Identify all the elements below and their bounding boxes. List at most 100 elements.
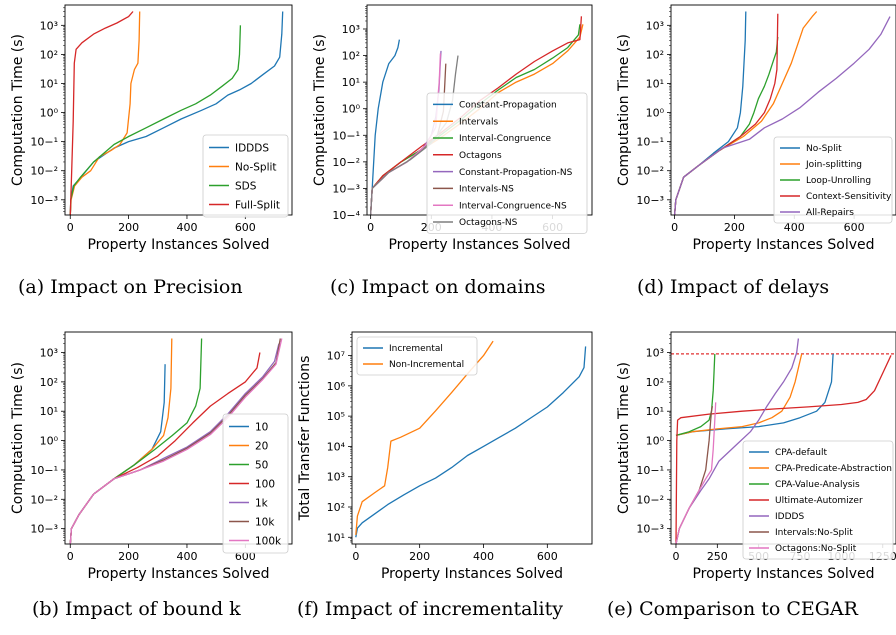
y-tick-label: 10−¹ bbox=[30, 136, 58, 149]
y-tick-label: 10³ bbox=[40, 19, 58, 32]
legend-entry: All-Repairs bbox=[806, 208, 854, 218]
y-tick-label: 10² bbox=[40, 48, 58, 61]
legend-entry: Interval-Congruence bbox=[459, 134, 552, 144]
x-axis-label: Property Instances Solved bbox=[692, 237, 874, 253]
y-tick-label: 10−² bbox=[30, 165, 58, 178]
legend-entry: Octagons:No-Split bbox=[775, 544, 857, 554]
plot-area bbox=[69, 11, 284, 215]
x-tick-label: 0 bbox=[67, 550, 74, 563]
y-tick-label: 10³ bbox=[646, 347, 664, 360]
caption-c: (c) Impact on domains bbox=[330, 276, 546, 298]
x-axis-label: Property Instances Solved bbox=[87, 566, 269, 582]
series-line-cpa-value-analysis bbox=[675, 353, 716, 437]
x-tick-label: 200 bbox=[409, 550, 430, 563]
y-tick-label: 10¹ bbox=[40, 405, 58, 418]
legend-entry: 100 bbox=[255, 478, 275, 490]
series-line-no-split bbox=[673, 11, 747, 215]
y-tick-label: 10−² bbox=[636, 165, 664, 178]
y-axis-label: Total Transfer Functions bbox=[297, 356, 313, 522]
legend-entry: 10k bbox=[255, 516, 275, 528]
plot-frame bbox=[64, 4, 293, 216]
y-tick-label: 10−² bbox=[636, 493, 664, 506]
plot-frame bbox=[351, 331, 593, 545]
legend-entry: CPA-Value-Analysis bbox=[775, 480, 860, 490]
legend-entry: CPA-Predicate-Abstraction bbox=[775, 464, 892, 474]
legend-entry: 10 bbox=[255, 421, 268, 433]
legend-entry: 100k bbox=[255, 535, 282, 547]
legend-box bbox=[202, 134, 289, 218]
y-tick-label: 10⁰ bbox=[342, 103, 361, 116]
series-line-no-split bbox=[69, 11, 141, 215]
x-tick-label: 400 bbox=[784, 221, 805, 234]
plot-area bbox=[673, 11, 891, 215]
plot-area bbox=[355, 340, 587, 538]
series-line-100k bbox=[69, 338, 283, 544]
x-tick-label: 0 bbox=[367, 221, 374, 234]
chart-panel-c: 10−⁴10−³10−²10−¹10⁰10¹10²10³0200400600Pr… bbox=[312, 4, 593, 253]
y-tick-label: 10¹ bbox=[342, 76, 360, 89]
legend-entry: IDDDS bbox=[235, 142, 269, 154]
y-tick-label: 10⁰ bbox=[646, 107, 665, 120]
y-tick-label: 10¹ bbox=[646, 405, 664, 418]
x-tick-label: 200 bbox=[724, 221, 745, 234]
y-tick-label: 10−¹ bbox=[636, 136, 664, 149]
legend: No-Split Join-splitting Loop-Unrolling Cont… bbox=[773, 136, 893, 224]
caption-b: (b) Impact of bound k bbox=[32, 598, 241, 620]
legend-entry: Loop-Unrolling bbox=[806, 176, 871, 186]
legend-entry: Context-Sensitivity bbox=[806, 192, 892, 202]
series-line-loop-unrolling bbox=[673, 36, 779, 215]
y-tick-label: 10³ bbox=[327, 471, 345, 484]
plot-area bbox=[69, 338, 283, 544]
y-tick-label: 10⁰ bbox=[40, 435, 59, 448]
y-tick-label: 10⁷ bbox=[327, 350, 345, 363]
legend: IDDDS No-Split SDS Full-Split bbox=[202, 134, 289, 218]
x-tick-label: 400 bbox=[473, 550, 494, 563]
y-tick-label: 10² bbox=[327, 501, 345, 514]
legend-entry: Non-Incremental bbox=[389, 360, 464, 370]
series-line-sds bbox=[69, 25, 242, 215]
y-tick-label: 10−³ bbox=[636, 194, 664, 207]
y-tick-label: 10−¹ bbox=[636, 464, 664, 477]
series-line-non-incremental bbox=[355, 340, 494, 535]
legend-entry: Incremental bbox=[389, 344, 443, 354]
y-tick-label: 10−³ bbox=[30, 523, 58, 536]
legend-entry: Octagons-NS bbox=[459, 218, 518, 228]
y-tick-label: 10⁶ bbox=[327, 380, 346, 393]
legend-entry: IDDDS bbox=[775, 512, 804, 522]
series-line-incremental bbox=[355, 346, 587, 538]
plot-area bbox=[671, 338, 896, 544]
y-tick-label: 10² bbox=[342, 50, 360, 63]
legend-box bbox=[773, 136, 893, 224]
y-tick-label: 10−² bbox=[30, 493, 58, 506]
legend-box bbox=[742, 440, 894, 560]
series-line-context-sensitivity bbox=[673, 13, 779, 215]
series-line-10 bbox=[69, 364, 166, 544]
caption-e: (e) Comparison to CEGAR bbox=[607, 598, 858, 620]
chart-panel-f: 10¹ 10² 10³ 10⁴ 10⁵ 10⁶ 10⁷ 0 200 400 600 Property … bbox=[297, 331, 593, 582]
series-line-full-split bbox=[69, 11, 134, 215]
y-tick-label: 10³ bbox=[342, 23, 360, 36]
x-tick-label: 0 bbox=[67, 221, 74, 234]
y-tick-label: 10−¹ bbox=[30, 464, 58, 477]
series-line-50 bbox=[69, 338, 203, 544]
x-tick-label: 250 bbox=[707, 550, 728, 563]
y-tick-label: 10⁴ bbox=[327, 440, 346, 453]
legend-entry: Intervals-NS bbox=[459, 185, 514, 195]
x-tick-label: 0 bbox=[671, 221, 678, 234]
legend-entry: No-Split bbox=[235, 161, 277, 173]
plot-frame bbox=[64, 331, 293, 545]
legend-box bbox=[356, 336, 478, 376]
y-tick-label: 10−³ bbox=[30, 194, 58, 207]
y-tick-label: 10−² bbox=[332, 156, 360, 169]
chart-panel-a: 10−³ 10−² 10−¹ 10⁰ 10¹ 10² 10³ 0 200 400 600 Proper… bbox=[10, 4, 293, 253]
x-tick-label: 200 bbox=[118, 221, 139, 234]
y-tick-label: 10¹ bbox=[646, 77, 664, 90]
caption-a: (a) Impact on Precision bbox=[18, 276, 243, 298]
legend-entry: 50 bbox=[255, 459, 268, 471]
y-tick-label: 10⁰ bbox=[646, 435, 665, 448]
legend-entry: Interval-Congruence-NS bbox=[459, 201, 567, 211]
legend: 10 20 50 100 1k 10k 100k bbox=[222, 413, 289, 554]
legend-entry: No-Split bbox=[806, 144, 842, 154]
series-line-constant-propagation bbox=[369, 39, 401, 215]
